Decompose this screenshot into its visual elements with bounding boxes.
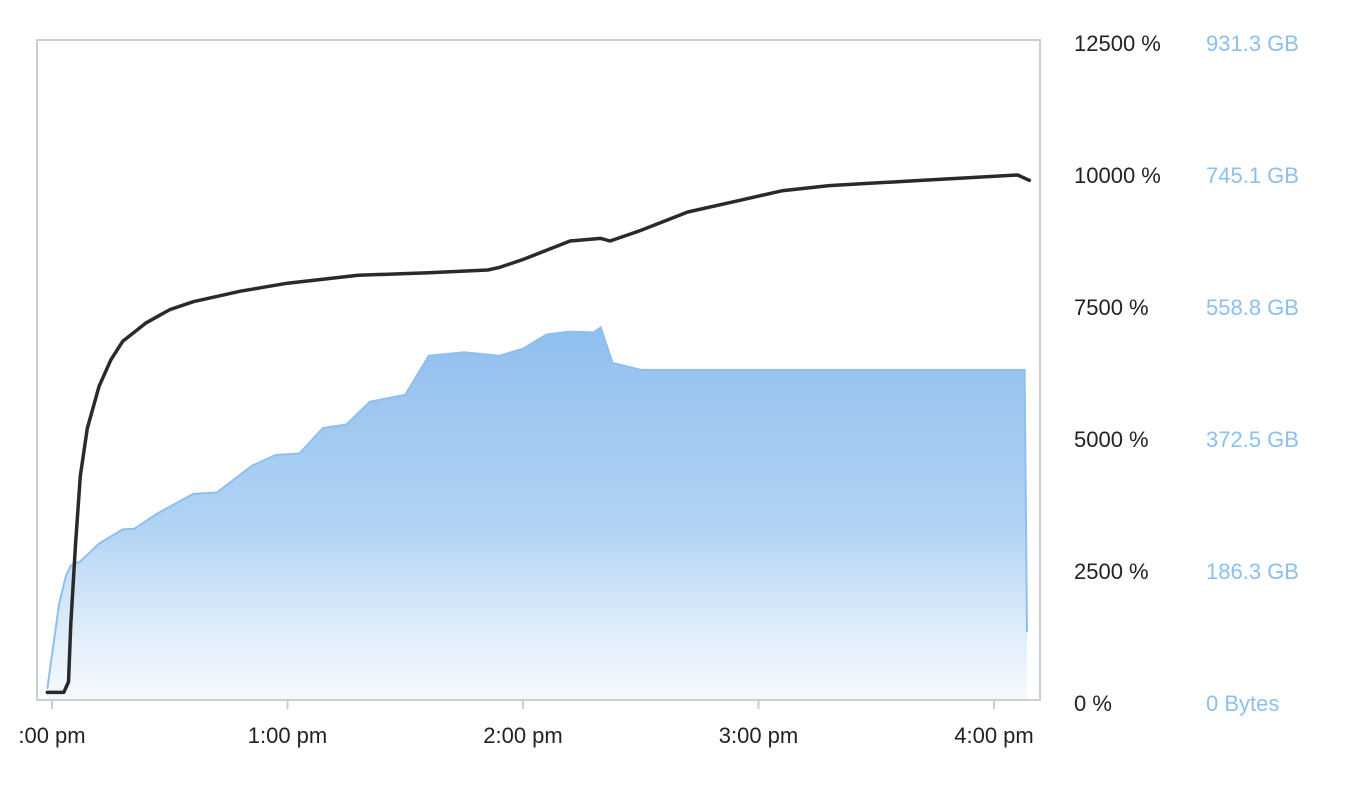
- y-right-tick-label: 186.3 GB: [1206, 559, 1299, 584]
- y-left-tick-label: 7500 %: [1074, 295, 1149, 320]
- line-series-path: [45, 173, 1032, 695]
- y-left-tick-label: 5000 %: [1074, 427, 1149, 452]
- area-series-fill: [47, 327, 1028, 699]
- x-tick-label: :00 pm: [18, 723, 85, 748]
- y-left-tick-label: 12500 %: [1074, 31, 1161, 56]
- area-series-outline: [46, 325, 1028, 689]
- y-right-tick-label: 0 Bytes: [1206, 691, 1279, 716]
- y-axis-right: 931.3 GB 745.1 GB 558.8 GB 372.5 GB 186.3 GB…: [1206, 31, 1299, 716]
- y-right-tick-label: 931.3 GB: [1206, 31, 1299, 56]
- x-axis: :00 pm 1:00 pm 2:00 pm 3:00 pm 4:00 pm: [18, 700, 1034, 748]
- area-series-layer: [46, 325, 1028, 699]
- y-right-tick-label: 745.1 GB: [1206, 163, 1299, 188]
- x-tick-label: 4:00 pm: [954, 723, 1034, 748]
- y-left-tick-label: 10000 %: [1074, 163, 1161, 188]
- x-tick-label: 3:00 pm: [719, 723, 799, 748]
- line-series-layer: [45, 173, 1032, 695]
- y-right-tick-label: 372.5 GB: [1206, 427, 1299, 452]
- y-right-tick-label: 558.8 GB: [1206, 295, 1299, 320]
- x-tick-label: 2:00 pm: [483, 723, 563, 748]
- x-tick-label: 1:00 pm: [248, 723, 328, 748]
- y-left-tick-label: 2500 %: [1074, 559, 1149, 584]
- y-axis-left: 12500 % 10000 % 7500 % 5000 % 2500 % 0 %: [1074, 31, 1161, 716]
- y-left-tick-label: 0 %: [1074, 691, 1112, 716]
